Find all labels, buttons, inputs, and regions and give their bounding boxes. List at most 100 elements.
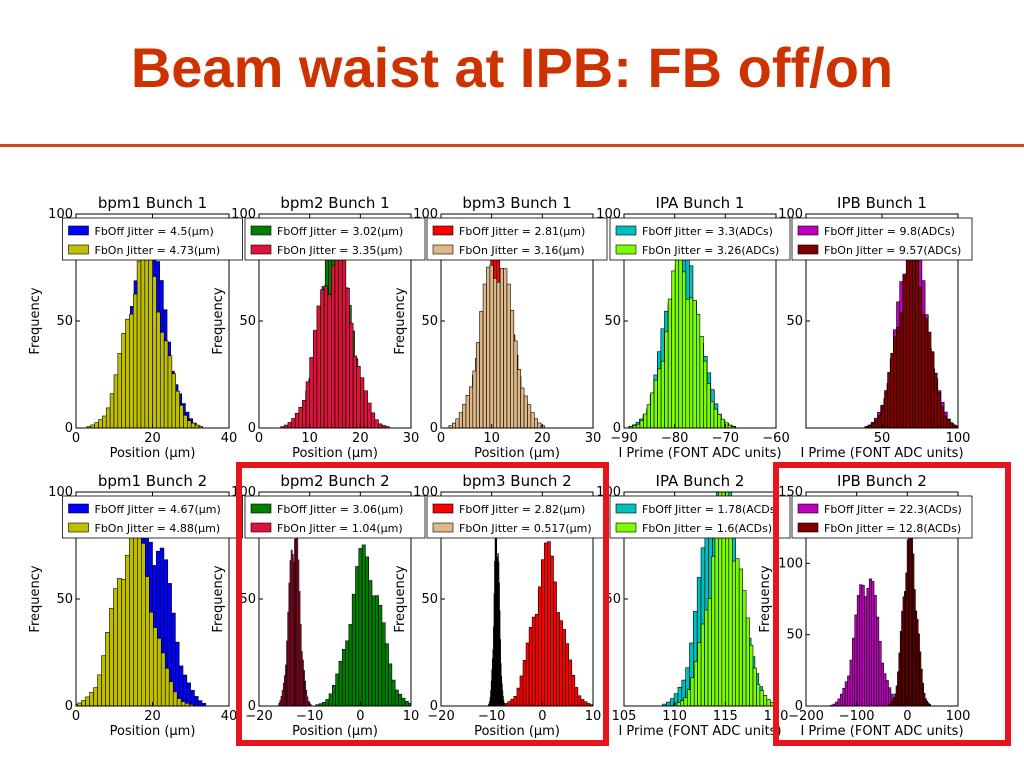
histogram-bar <box>905 244 910 428</box>
x-tick-label: 115 <box>713 709 738 724</box>
legend-swatch <box>797 522 819 533</box>
legend-entry: FbOff Jitter = 9.8(ADCs) <box>824 225 955 238</box>
legend-entry: FbOn Jitter = 12.8(ACDs) <box>824 522 961 535</box>
histogram-bar <box>678 255 683 428</box>
legend-entry: FbOff Jitter = 2.82(μm) <box>459 503 585 516</box>
legend-box <box>244 217 426 261</box>
y-axis-label: Frequency <box>28 565 43 632</box>
x-tick-label: 30 <box>585 431 602 446</box>
histogram-bar <box>187 420 192 428</box>
histogram-bar <box>117 353 122 428</box>
x-tick-label: 10 <box>483 431 500 446</box>
legend-box <box>244 495 426 539</box>
legend-entry: FbOff Jitter = 3.06(μm) <box>277 503 403 516</box>
legend-swatch <box>68 244 89 255</box>
histogram-bar <box>703 360 708 428</box>
histogram-bar <box>636 423 641 428</box>
histogram-bar <box>692 300 697 428</box>
x-tick-label: 0 <box>72 431 80 446</box>
histogram-bar <box>646 404 651 428</box>
legend-entry: FbOn Jitter = 1.04(μm) <box>277 522 403 535</box>
x-axis-label: I Prime (FONT ADC units) <box>800 446 963 461</box>
histogram-bar <box>643 413 648 428</box>
x-tick-label: −80 <box>661 431 688 446</box>
histogram-bar <box>97 674 102 706</box>
histogram-bar <box>81 700 86 706</box>
x-tick-label: 10 <box>585 709 602 724</box>
histogram-bar <box>197 700 203 706</box>
histogram-bar <box>363 390 368 428</box>
x-tick-label: 0 <box>903 709 911 724</box>
y-axis-label: Frequency <box>393 287 408 354</box>
histogram-bar <box>183 415 188 428</box>
x-axis-label: I Prime (FONT ADC units) <box>618 446 781 461</box>
histogram-bar <box>711 555 716 706</box>
histogram-bar <box>899 312 904 428</box>
x-tick-label: 0 <box>255 431 263 446</box>
histogram-bar <box>681 271 687 428</box>
legend: FbOff Jitter = 22.3(ACDs) FbOn Jitter = 1… <box>791 495 973 539</box>
x-tick-label: 10 <box>403 709 420 724</box>
legend-box <box>609 217 791 261</box>
histogram-bar <box>720 418 725 428</box>
bars <box>448 238 545 428</box>
histogram-bar <box>132 293 138 428</box>
histogram-bar <box>887 372 891 428</box>
histogram-bar <box>152 276 157 428</box>
legend-swatch <box>432 225 454 236</box>
bars <box>830 511 931 706</box>
histogram-bar <box>136 260 142 428</box>
histogram-bar <box>936 391 941 428</box>
histogram-bar <box>93 687 98 706</box>
histogram-bar <box>320 289 325 428</box>
histogram-bar <box>759 690 764 706</box>
legend-entry: FbOff Jitter = 3.3(ADCs) <box>642 225 773 238</box>
histogram-bar <box>696 313 701 428</box>
histogram-bar <box>534 418 539 428</box>
legend-entry: FbOn Jitter = 4.73(μm) <box>95 244 221 257</box>
legend-box <box>791 217 973 261</box>
bars <box>488 526 593 706</box>
y-tick-label: 0 <box>248 421 256 436</box>
x-tick-label: 10 <box>301 431 318 446</box>
legend-swatch <box>68 522 89 533</box>
histogram-bar <box>194 696 199 706</box>
histogram-bar <box>125 554 130 706</box>
histogram-bar <box>109 607 114 706</box>
histogram-bar <box>949 422 954 428</box>
histogram-bar <box>921 314 926 428</box>
histogram-bar <box>506 283 511 428</box>
legend-entry: FbOff Jitter = 4.67(μm) <box>95 503 221 516</box>
histogram-title: bpm1 Bunch 2 <box>98 472 207 490</box>
x-axis-label: Position (μm) <box>110 446 196 461</box>
histogram-bar <box>458 412 463 428</box>
histogram-bar <box>287 422 292 428</box>
x-tick-label: 0 <box>437 431 445 446</box>
histogram-title: bpm3 Bunch 1 <box>462 194 571 212</box>
histogram-bar <box>475 342 480 428</box>
histogram-bar <box>105 407 111 428</box>
histogram-bar <box>486 266 491 428</box>
histogram-bar <box>927 331 932 428</box>
histogram-bar <box>176 698 182 706</box>
histogram-bar <box>749 644 754 706</box>
histogram-bar <box>109 393 115 428</box>
legend: FbOff Jitter = 3.06(μm) FbOn Jitter = 1.0… <box>244 495 426 539</box>
highlight-box-ipb-bunch2 <box>773 462 1011 746</box>
histogram-bar <box>163 340 169 428</box>
histogram-bar <box>149 611 154 706</box>
histogram-bar <box>121 333 126 428</box>
histogram-bar <box>731 426 736 428</box>
histogram-bar <box>660 360 665 428</box>
histogram-bar <box>690 677 695 706</box>
histogram-bar <box>877 415 882 428</box>
histogram-bar <box>871 422 876 428</box>
histogram-bar <box>874 419 879 428</box>
histogram-bar <box>323 285 329 428</box>
x-tick-label: 50 <box>874 431 891 446</box>
x-axis-label: I Prime (FONT ADC units) <box>618 724 781 739</box>
histogram-bar <box>896 327 901 428</box>
histogram-bar <box>312 330 318 428</box>
